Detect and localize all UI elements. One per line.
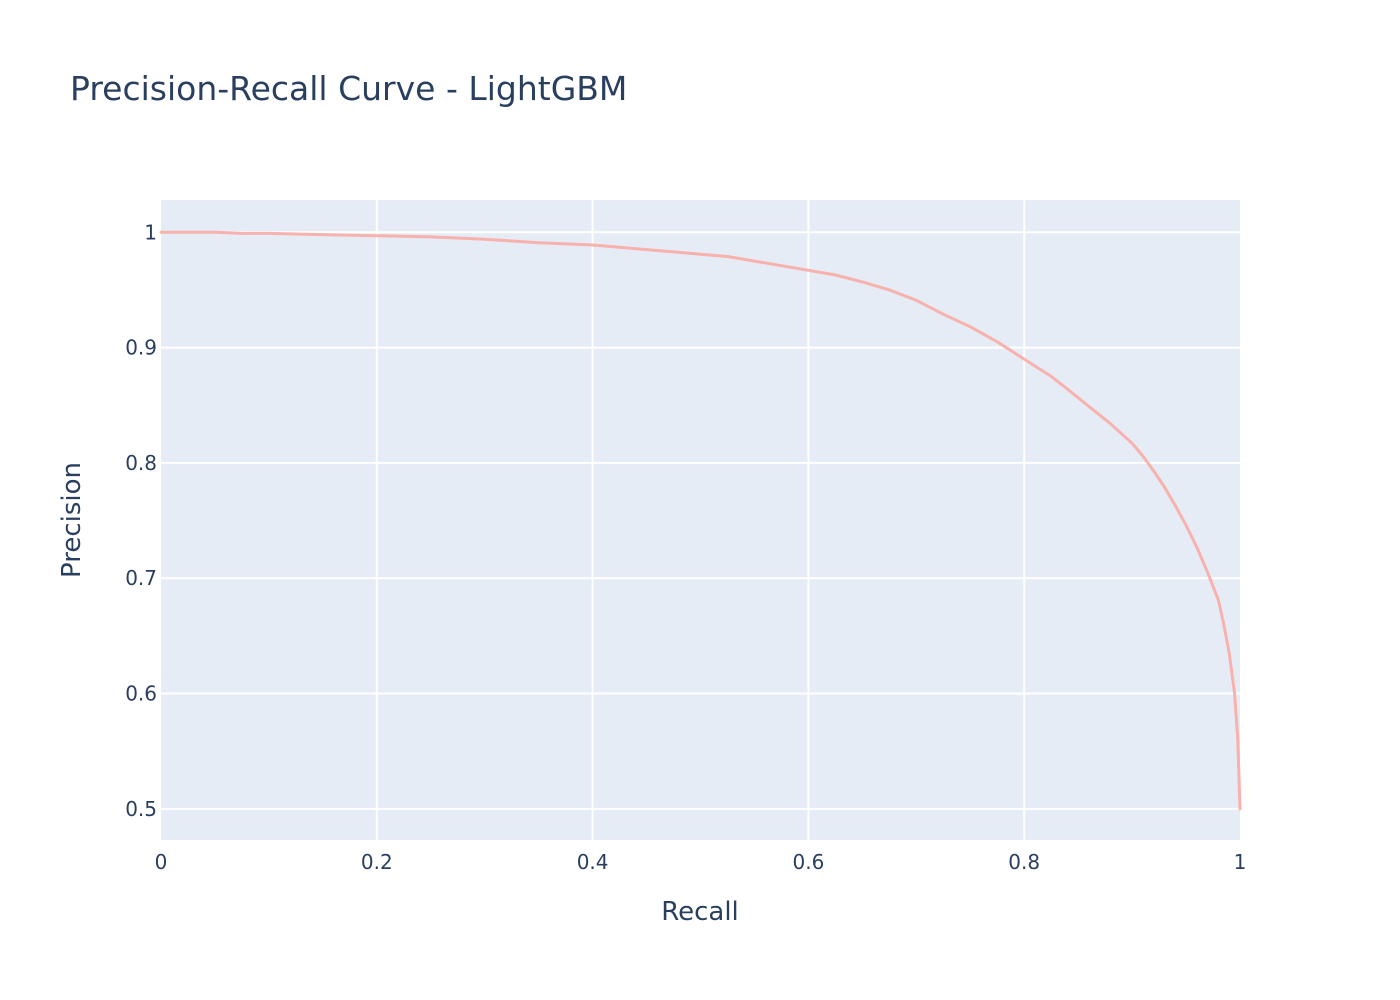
y-axis-ticks: 0.5 0.6 0.7 0.8 0.9 1 xyxy=(125,220,157,821)
y-axis-title: Precision xyxy=(57,462,87,578)
series-line xyxy=(159,230,1242,811)
x-tick-label: 0.6 xyxy=(792,850,824,874)
y-tick-label: 0.9 xyxy=(125,336,157,360)
y-tick-label: 0.7 xyxy=(125,566,157,590)
grid-lines xyxy=(161,200,1240,840)
plot-area xyxy=(161,200,1240,840)
y-tick-label: 0.6 xyxy=(125,682,157,706)
x-tick-label: 0.2 xyxy=(361,850,393,874)
x-tick-label: 1 xyxy=(1234,850,1247,874)
y-tick-label: 0.8 xyxy=(125,451,157,475)
y-tick-label: 1 xyxy=(144,220,157,244)
x-tick-label: 0.4 xyxy=(577,850,609,874)
y-tick-label: 0.5 xyxy=(125,797,157,821)
series-layer xyxy=(159,230,1242,811)
x-tick-label: 0.8 xyxy=(1008,850,1040,874)
x-axis-title: Recall xyxy=(661,897,739,927)
chart-title: Precision-Recall Curve - LightGBM xyxy=(70,69,627,108)
x-tick-label: 0 xyxy=(155,850,168,874)
x-axis-ticks: 0 0.2 0.4 0.6 0.8 1 xyxy=(155,850,1247,874)
